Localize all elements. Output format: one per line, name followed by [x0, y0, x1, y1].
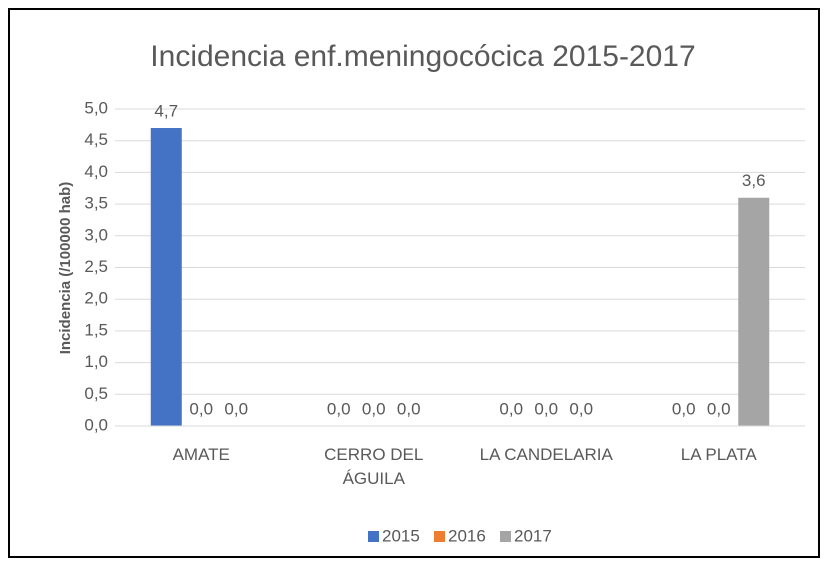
data-label: 0,0	[362, 399, 386, 418]
data-label: 4,7	[154, 102, 178, 121]
legend-swatch	[434, 531, 445, 542]
x-tick-label: CERRO DEL ÁGUILA	[324, 445, 424, 488]
chart-title: Incidencia enf.meningocócica 2015-2017	[150, 40, 695, 73]
legend-label: 2017	[514, 526, 552, 545]
data-label: 0,0	[499, 399, 523, 418]
data-label: 0,0	[534, 399, 558, 418]
y-tick-label: 2,0	[84, 289, 108, 308]
data-label: 0,0	[224, 399, 248, 418]
bar	[738, 197, 770, 426]
y-tick-label: 4,0	[84, 162, 108, 181]
y-tick-label: 1,5	[84, 320, 108, 339]
x-tick-label: AMATE	[172, 445, 230, 464]
y-tick-label: 0,0	[84, 415, 108, 434]
data-label: 0,0	[397, 399, 421, 418]
bar	[150, 128, 182, 426]
legend-label: 2015	[382, 526, 420, 545]
data-label: 0,0	[672, 399, 696, 418]
data-label: 0,0	[707, 399, 731, 418]
data-label: 0,0	[189, 399, 213, 418]
y-tick-label: 4,5	[84, 130, 108, 149]
y-tick-label: 0,5	[84, 384, 108, 403]
data-label: 0,0	[569, 399, 593, 418]
y-tick-label: 5,0	[84, 98, 108, 117]
y-axis-label: Incidencia (/100000 hab)	[57, 182, 74, 355]
y-tick-label: 3,0	[84, 225, 108, 244]
y-tick-label: 3,5	[84, 194, 108, 213]
x-tick-label: LA PLATA	[680, 445, 757, 464]
legend-swatch	[368, 531, 379, 542]
x-tick-label: LA CANDELARIA	[479, 445, 613, 464]
legend-swatch	[500, 531, 511, 542]
data-label: 0,0	[327, 399, 351, 418]
y-tick-label: 1,0	[84, 352, 108, 371]
legend-label: 2016	[448, 526, 486, 545]
data-label: 3,6	[742, 171, 766, 190]
chart-frame	[8, 8, 820, 558]
y-tick-label: 2,5	[84, 257, 108, 276]
